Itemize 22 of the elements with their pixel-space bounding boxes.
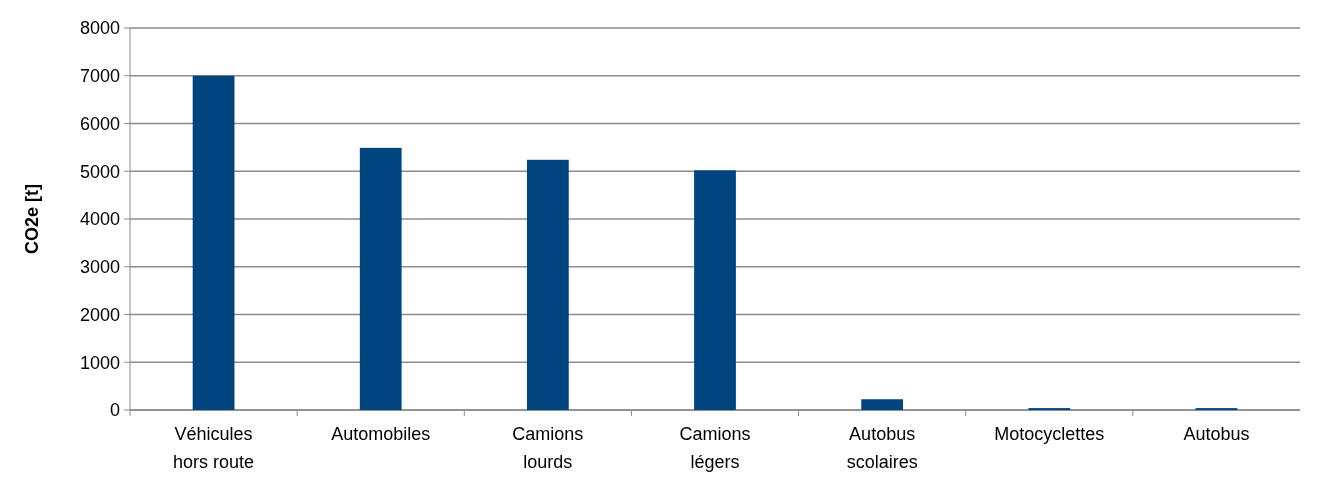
y-axis-title: CO2e [t] bbox=[22, 183, 42, 255]
x-tick-label: Camions légers bbox=[679, 424, 751, 472]
x-tick-label: Autobus bbox=[1183, 424, 1250, 444]
y-tick-label: 7000 bbox=[79, 66, 120, 87]
y-tick-label: 0 bbox=[109, 400, 120, 421]
y-tick-label: 8000 bbox=[79, 18, 120, 39]
y-tick-label: 2000 bbox=[79, 304, 120, 325]
bar bbox=[359, 147, 402, 410]
bar bbox=[861, 399, 904, 410]
y-tick-label: 4000 bbox=[79, 209, 120, 230]
x-tick-label: Motocyclettes bbox=[994, 424, 1105, 444]
y-tick-label: 3000 bbox=[79, 257, 120, 278]
y-tick-label: 6000 bbox=[79, 113, 120, 134]
bar bbox=[694, 170, 736, 410]
x-tick-label: Autobus scolaires bbox=[846, 424, 918, 472]
bar bbox=[192, 75, 235, 410]
bar bbox=[526, 159, 569, 410]
y-tick-label: 1000 bbox=[79, 352, 120, 373]
x-tick-label: Automobiles bbox=[331, 424, 431, 444]
x-tick-label: Véhicules hors route bbox=[173, 424, 255, 472]
x-tick-label: Camions lourds bbox=[512, 424, 584, 472]
y-tick-label: 5000 bbox=[79, 161, 120, 182]
